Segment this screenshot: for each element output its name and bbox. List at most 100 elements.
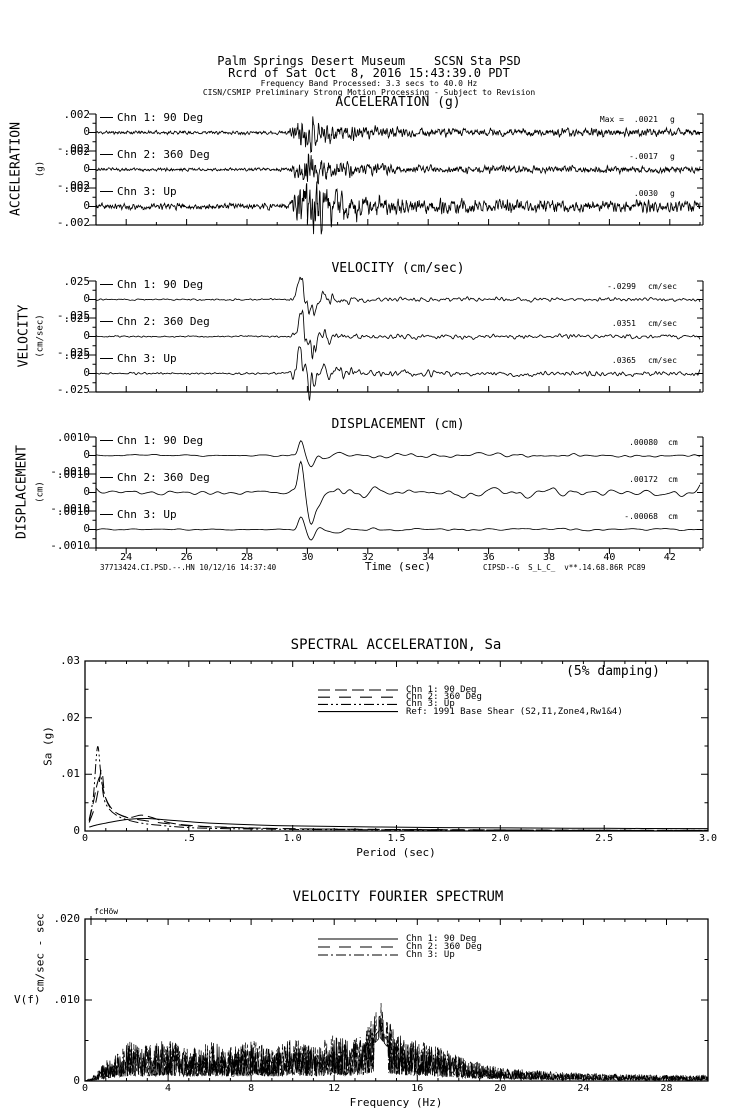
- ytick-top-label: .002: [63, 108, 91, 121]
- right-bracket-ticks: [697, 436, 703, 475]
- ytick-bottom-label: -.002: [56, 216, 90, 229]
- max-prefix-label: Max =: [599, 115, 624, 124]
- sa-xaxis-title: Period (sec): [356, 846, 436, 859]
- ytick-bottom-label: -.0010: [50, 539, 90, 552]
- time-tick-label: 36: [482, 552, 495, 563]
- fourier-trace-chn3: [84, 1012, 709, 1082]
- time-tick-label: 34: [422, 552, 435, 563]
- sa-yaxis-title: Sa (g): [41, 726, 55, 766]
- channel-label: Chn 2: 360 Deg: [117, 315, 210, 328]
- fourier-yaxis-title: V(f): [14, 993, 41, 1006]
- displacement-x-ticks: [95, 548, 701, 554]
- velocity-trace-chn1: [95, 276, 701, 317]
- fourier-legend-label: Chn 2: 360 Deg: [406, 942, 482, 952]
- max-units-label: g: [670, 189, 675, 198]
- header-notice-line: CISN/CSMIP Preliminary Strong Motion Pro…: [202, 88, 536, 97]
- right-bracket-ticks: [697, 473, 703, 512]
- max-units-label: cm: [668, 475, 678, 484]
- right-bracket-ticks: [697, 354, 703, 393]
- sa-ytick-label: .02: [60, 710, 80, 724]
- velocity-axis-label: VELOCITY: [16, 304, 32, 368]
- max-value-label: .0365: [611, 356, 636, 365]
- ytick-bottom-label: -.025: [56, 309, 90, 322]
- displacement-trace-chn2: [95, 460, 701, 525]
- sa-series-3: [88, 746, 709, 831]
- fourier-ytick-label: .020: [53, 912, 81, 925]
- max-value-label: .00172: [629, 475, 658, 484]
- velocity-trace-chn3: [95, 346, 701, 401]
- ytick-bottom-label: -.0010: [50, 465, 90, 478]
- ytick-zero-label: 0: [83, 366, 90, 379]
- fourier-xtick-label: 16: [411, 1083, 424, 1094]
- header-record-line: Rcrd of Sat Oct 8, 2016 15:43:39.0 PDT: [228, 66, 510, 80]
- ytick-top-label: .002: [63, 182, 91, 195]
- time-tick-label: 32: [361, 552, 374, 563]
- header-station-line: Palm Springs Desert Museum SCSN Sta PSD: [217, 54, 521, 68]
- acceleration-trace-chn1: [95, 116, 701, 154]
- max-value-label: .0021: [633, 115, 658, 124]
- time-tick-label: 40: [603, 552, 616, 563]
- sa-legend-label: Chn 2: 360 Deg: [406, 692, 482, 703]
- max-units-label: cm: [668, 512, 678, 521]
- sa-xtick-label: 2.5: [595, 833, 614, 844]
- fourier-xtick-label: 4: [165, 1083, 172, 1094]
- y-ticks: [89, 187, 96, 226]
- sa-frame: [84, 660, 709, 832]
- fourier-xaxis-title: Frequency (Hz): [349, 1096, 443, 1109]
- acceleration-x-ticks: [95, 219, 701, 225]
- acceleration-axis-units: (g): [35, 160, 46, 178]
- fourier-xtick-label: 0: [81, 1083, 89, 1094]
- displacement-axis-units: (cm): [35, 481, 46, 503]
- ytick-zero-label: 0: [83, 199, 90, 212]
- y-ticks: [89, 113, 96, 152]
- max-value-label: -.0299: [607, 282, 636, 291]
- ytick-top-label: .0010: [56, 431, 90, 444]
- channel-label: Chn 1: 90 Deg: [117, 278, 204, 291]
- footer-processing-id: CIPSD--G S_L_C_ v**.14.68.86R PC89: [483, 563, 646, 572]
- fourier-ytick-label: .010: [53, 993, 81, 1006]
- sa-ticks: [84, 660, 709, 832]
- max-units-label: cm: [668, 438, 678, 447]
- sa-ytick-label: .03: [60, 654, 80, 667]
- max-value-label: -.00068: [624, 512, 658, 521]
- velocity-title: VELOCITY (cm/sec): [331, 261, 465, 276]
- time-tick-label: 30: [301, 552, 314, 563]
- sa-series-1: [88, 776, 709, 831]
- max-value-label: .0351: [611, 319, 636, 328]
- y-ticks: [89, 473, 96, 512]
- fourier-ticks: [84, 918, 709, 1082]
- y-ticks: [89, 354, 96, 393]
- max-units-label: cm/sec: [648, 356, 677, 365]
- time-tick-label: 26: [180, 552, 193, 563]
- ytick-zero-label: 0: [83, 162, 90, 175]
- ytick-top-label: .002: [63, 145, 91, 158]
- ytick-top-label: .025: [63, 312, 91, 325]
- acceleration-axis-label: ACCELERATION: [8, 122, 24, 216]
- corner-frequency-label: fcHöw: [94, 907, 119, 916]
- y-ticks: [89, 150, 96, 189]
- sa-ytick-label: 0: [73, 824, 80, 837]
- acceleration-trace-chn3: [95, 181, 701, 235]
- ytick-zero-label: 0: [83, 522, 90, 535]
- sa-title: SPECTRAL ACCELERATION, Sa: [290, 637, 502, 653]
- fourier-xtick-label: 20: [494, 1083, 507, 1094]
- right-bracket-ticks: [697, 317, 703, 356]
- sa-xtick-label: 0: [81, 833, 89, 844]
- time-axis-title: Time (sec): [364, 560, 432, 573]
- right-bracket-ticks: [697, 280, 703, 319]
- displacement-title: DISPLACEMENT (cm): [331, 417, 465, 432]
- ytick-top-label: .025: [63, 349, 91, 362]
- ytick-zero-label: 0: [83, 329, 90, 342]
- acceleration-trace-chn2: [95, 153, 701, 185]
- time-tick-label: 28: [240, 552, 254, 563]
- fourier-legend-label: Chn 3: Up: [406, 950, 455, 960]
- sa-xtick-label: 1.5: [387, 833, 406, 844]
- fourier-xtick-label: 12: [328, 1083, 341, 1094]
- displacement-trace-chn1: [95, 440, 701, 468]
- time-tick-label: 38: [542, 552, 556, 563]
- sa-xtick-label: 1.0: [283, 833, 302, 844]
- max-value-label: -.0017: [629, 152, 658, 161]
- max-value-label: .00080: [629, 438, 658, 447]
- ytick-bottom-label: -.0010: [50, 502, 90, 515]
